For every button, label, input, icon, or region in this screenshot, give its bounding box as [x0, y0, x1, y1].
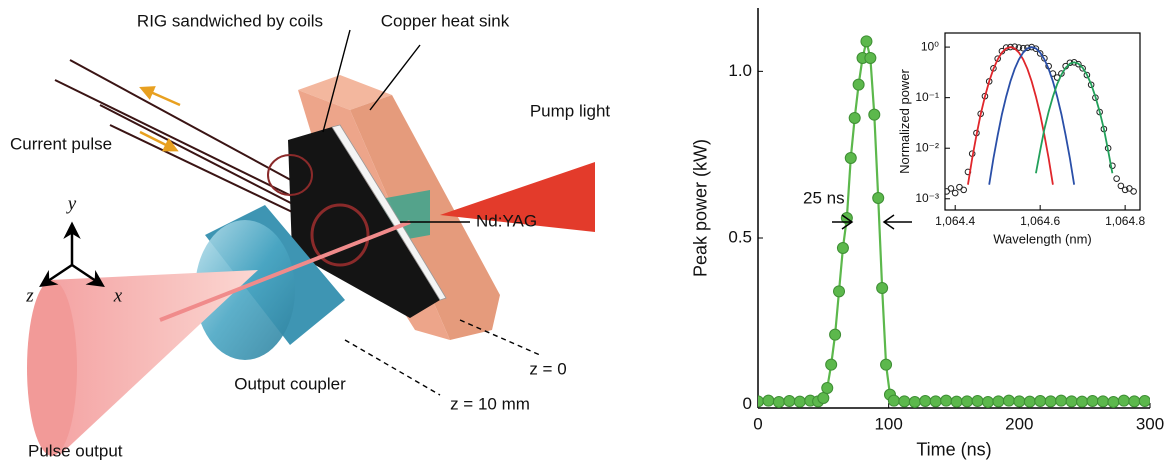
data-point [773, 397, 784, 408]
data-point [865, 53, 876, 64]
data-point [993, 396, 1004, 407]
annotation: 25 ns [803, 188, 845, 207]
data-point [888, 395, 899, 406]
data-point [763, 395, 774, 406]
y-tick-label: 10⁻² [915, 140, 939, 154]
data-point [1066, 396, 1077, 407]
data-point [849, 113, 860, 124]
data-point [834, 286, 845, 297]
diagram: RIG sandwiched by coils Copper heat sink… [10, 11, 610, 460]
y-axis-title: Normalized power [897, 68, 912, 173]
x-tick-label: 300 [1136, 414, 1164, 433]
data-point [972, 396, 983, 407]
axis-label: z [25, 285, 34, 306]
label: Copper heat sink [381, 11, 510, 30]
data-point [909, 397, 920, 408]
current-arrow [146, 90, 180, 105]
data-point [794, 396, 805, 407]
data-point [1118, 395, 1129, 406]
x-tick-label: 1,064.8 [1105, 214, 1145, 228]
wire [100, 105, 320, 218]
data-point [962, 396, 973, 407]
label: Pump light [530, 101, 611, 120]
label: Output coupler [234, 374, 346, 393]
data-point [845, 153, 856, 164]
data-point [830, 329, 841, 340]
data-point [1087, 396, 1098, 407]
x-tick-label: 0 [753, 414, 762, 433]
label: RIG sandwiched by coils [137, 11, 323, 30]
data-point [1014, 396, 1025, 407]
data-point [1045, 396, 1056, 407]
cone-base [27, 280, 77, 456]
data-point [951, 396, 962, 407]
annotation-arrow [884, 215, 912, 229]
data-point [1077, 396, 1088, 407]
data-point [861, 36, 872, 47]
data-point [941, 395, 952, 406]
data-point [826, 359, 837, 370]
y-axis-title: Peak power (kW) [691, 139, 711, 277]
pulse-cone [50, 270, 258, 455]
data-point [1129, 396, 1140, 407]
data-point [1003, 395, 1014, 406]
x-axis-title: Time (ns) [916, 439, 991, 459]
y-tick-label: 1.0 [728, 61, 752, 80]
x-tick-label: 1,064.4 [935, 214, 975, 228]
data-point [753, 396, 764, 407]
label: Current pulse [10, 134, 112, 153]
chart: 1,064.4 1,064.6 1,064.8 10⁻³ 10⁻² 10⁻¹ 10⁰ Wave… [897, 33, 1146, 246]
axis-label: y [66, 193, 77, 214]
z0-line [460, 320, 540, 355]
x-tick-label: 1,064.6 [1020, 214, 1060, 228]
data-point [899, 396, 910, 407]
data-point [837, 243, 848, 254]
y-tick-label: 10⁰ [921, 39, 939, 53]
data-point [982, 397, 993, 408]
data-point [1108, 397, 1119, 408]
page: RIG sandwiched by coils Copper heat sink… [0, 0, 1175, 469]
data-point [1035, 396, 1046, 407]
x-axis-title: Wavelength (nm) [993, 231, 1092, 246]
data-point [873, 193, 884, 204]
label: Nd:YAG [476, 211, 537, 230]
data-point [818, 393, 829, 404]
data-point [1056, 395, 1067, 406]
y-tick-label: 0.5 [728, 227, 752, 246]
data-point [920, 396, 931, 407]
data-point [784, 396, 795, 407]
label: z = 10 mm [450, 394, 530, 413]
leader [370, 45, 420, 110]
data-point [869, 109, 880, 120]
data-point [853, 79, 864, 90]
data-point [1139, 396, 1150, 407]
wire [70, 60, 300, 185]
z10-line [345, 340, 440, 395]
label: z = 0 [529, 359, 566, 378]
label: Pulse output [28, 441, 123, 460]
x-tick-label: 200 [1005, 414, 1033, 433]
figure: RIG sandwiched by coils Copper heat sink… [0, 0, 1175, 469]
data-point [1097, 396, 1108, 407]
data-point [930, 396, 941, 407]
axis-label: x [113, 285, 123, 306]
y-tick-label: 10⁻¹ [915, 90, 939, 104]
data-point [822, 383, 833, 394]
data-point [881, 359, 892, 370]
data-point [877, 283, 888, 294]
x-tick-label: 100 [874, 414, 902, 433]
data-point [1024, 396, 1035, 407]
y-tick-label: 0 [743, 394, 752, 413]
y-tick-label: 10⁻³ [915, 191, 939, 205]
